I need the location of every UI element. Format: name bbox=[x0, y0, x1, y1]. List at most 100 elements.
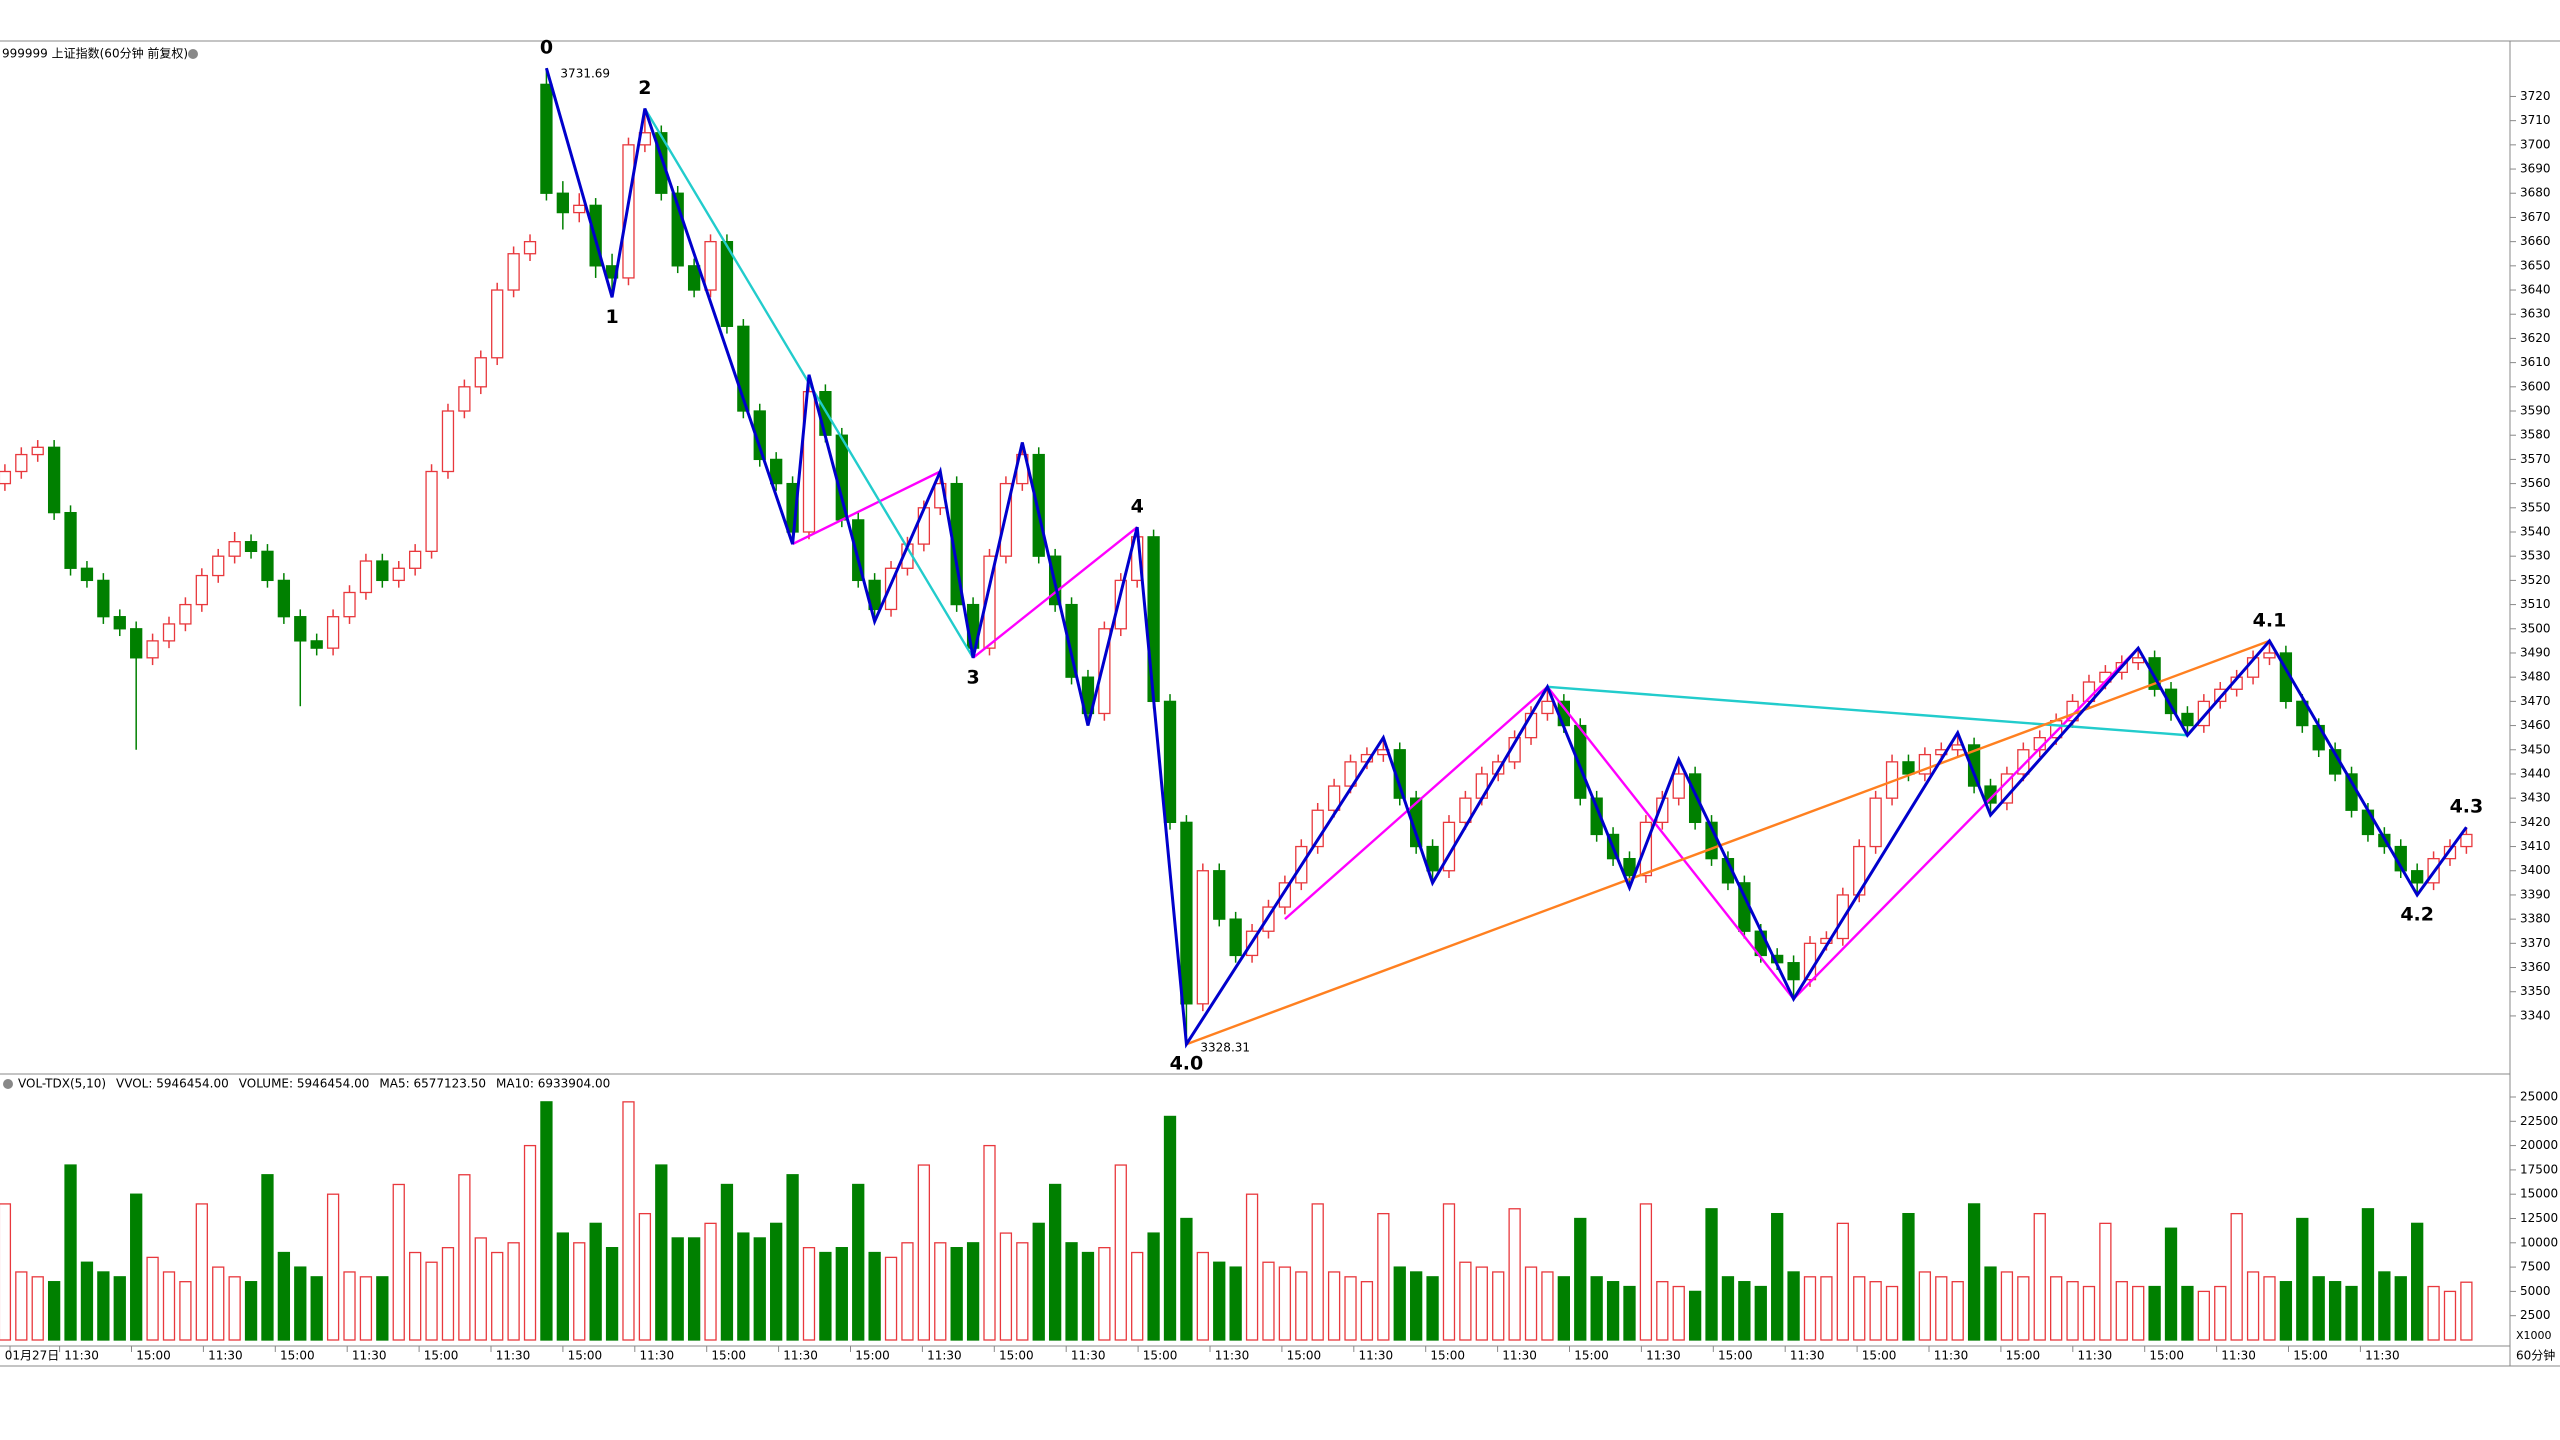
title-icon[interactable] bbox=[188, 49, 198, 59]
candle-body bbox=[704, 240, 717, 291]
candle-body bbox=[1065, 603, 1078, 678]
y-tick-label: 3570 bbox=[2520, 452, 2551, 466]
volume-tick-label: 17500 bbox=[2520, 1162, 2558, 1176]
volume-bar bbox=[31, 1276, 44, 1341]
volume-bar bbox=[753, 1237, 766, 1341]
volume-bar bbox=[1459, 1261, 1472, 1341]
candle-body bbox=[458, 386, 471, 412]
volume-bar bbox=[655, 1164, 668, 1341]
volume-bar bbox=[97, 1271, 110, 1341]
volume-bar bbox=[2378, 1271, 2391, 1341]
volume-bar bbox=[1606, 1281, 1620, 1341]
volume-bar bbox=[1951, 1281, 1964, 1341]
x-tick-label: 11:30 bbox=[1646, 1349, 1681, 1363]
trend-line bbox=[1186, 639, 2270, 1046]
x-tick-label: 15:00 bbox=[999, 1349, 1034, 1363]
volume-bar bbox=[64, 1164, 77, 1341]
volume-bar bbox=[622, 1101, 635, 1341]
volume-bar bbox=[261, 1174, 274, 1341]
x-tick-label: 11:30 bbox=[2365, 1349, 2400, 1363]
volume-bar bbox=[605, 1247, 619, 1341]
y-tick-label: 3690 bbox=[2520, 162, 2551, 176]
y-tick-label: 3400 bbox=[2520, 863, 2551, 877]
volume-bar bbox=[1098, 1247, 1111, 1341]
volume-bar bbox=[638, 1212, 652, 1341]
volume-tick-label: 15000 bbox=[2520, 1187, 2558, 1201]
volume-bar bbox=[359, 1276, 373, 1341]
candle-body bbox=[0, 470, 12, 485]
volume-bar bbox=[1016, 1242, 1029, 1341]
volume-bar bbox=[687, 1237, 701, 1341]
volume-bar bbox=[1360, 1281, 1374, 1341]
trend-line bbox=[643, 107, 2188, 737]
x-tick-label: 11:30 bbox=[2078, 1349, 2113, 1363]
x-tick-label: 11:30 bbox=[352, 1349, 387, 1363]
candle-body bbox=[162, 623, 176, 642]
volume-bar bbox=[2115, 1281, 2128, 1341]
volume-bar bbox=[491, 1251, 504, 1341]
volume-bar bbox=[376, 1276, 389, 1341]
candle-body bbox=[326, 616, 340, 649]
x-tick-label: 15:00 bbox=[711, 1349, 746, 1363]
candle-body bbox=[1787, 962, 1800, 981]
candle-body bbox=[1196, 870, 1209, 1005]
y-tick-label: 3390 bbox=[2520, 887, 2551, 901]
volume-bar bbox=[1262, 1261, 1275, 1341]
y-tick-label: 3350 bbox=[2520, 984, 2551, 998]
volume-bar bbox=[228, 1276, 241, 1341]
y-tick-label: 3500 bbox=[2520, 621, 2551, 635]
volume-bar bbox=[1787, 1271, 1800, 1341]
volume-bar bbox=[1771, 1212, 1784, 1341]
volume-bar bbox=[1557, 1276, 1570, 1341]
volume-bar bbox=[2312, 1276, 2325, 1341]
volume-bar bbox=[1672, 1285, 1685, 1341]
candle-body bbox=[1590, 797, 1603, 836]
volume-bar bbox=[2099, 1222, 2112, 1341]
volume-bar bbox=[1656, 1281, 1669, 1341]
volume-bar bbox=[425, 1261, 438, 1341]
volume-bar bbox=[802, 1247, 816, 1341]
volume-bar bbox=[917, 1164, 931, 1341]
candle-body bbox=[884, 567, 898, 611]
candle-body bbox=[1180, 821, 1193, 1005]
volume-bar bbox=[1902, 1212, 1915, 1341]
volume-bar bbox=[1492, 1271, 1505, 1341]
candle-body bbox=[983, 555, 996, 649]
candle-body bbox=[770, 458, 783, 485]
volume-bar bbox=[244, 1281, 258, 1341]
x-tick-label: 15:00 bbox=[280, 1349, 315, 1363]
candle-body bbox=[2148, 657, 2161, 690]
volume-bar bbox=[523, 1144, 537, 1341]
volume-bar bbox=[507, 1242, 520, 1341]
volume-bar bbox=[1065, 1242, 1078, 1341]
volume-bar bbox=[786, 1174, 799, 1341]
volume-bar bbox=[1639, 1203, 1653, 1341]
candle-body bbox=[277, 579, 291, 618]
candle-body bbox=[2017, 749, 2030, 775]
volume-bar bbox=[2181, 1285, 2194, 1341]
candle-body bbox=[2296, 700, 2309, 727]
wave-label: 4.2 bbox=[2400, 903, 2434, 925]
volume-bar bbox=[1935, 1276, 1948, 1341]
x-tick-label: 11:30 bbox=[2221, 1349, 2256, 1363]
wave-zigzag bbox=[544, 67, 2468, 1049]
candle-body bbox=[97, 579, 110, 618]
y-tick-label: 3540 bbox=[2520, 524, 2551, 538]
volume-bar bbox=[2263, 1276, 2276, 1341]
candle-body bbox=[1311, 809, 1324, 848]
candle-body bbox=[523, 240, 537, 255]
y-tick-label: 3670 bbox=[2520, 210, 2551, 224]
y-tick-label: 3370 bbox=[2520, 936, 2551, 950]
y-tick-label: 3720 bbox=[2520, 89, 2551, 103]
volume-bar bbox=[392, 1183, 405, 1341]
volume-icon[interactable] bbox=[3, 1079, 13, 1089]
wave-label: 4 bbox=[1131, 496, 1144, 518]
volume-bar bbox=[1163, 1115, 1177, 1341]
x-tick-label: 15:00 bbox=[2149, 1349, 2184, 1363]
candle-body bbox=[1688, 773, 1702, 824]
candle-body bbox=[2197, 700, 2210, 727]
y-tick-label: 3560 bbox=[2520, 476, 2551, 490]
y-tick-label: 3650 bbox=[2520, 258, 2551, 272]
x-tick-label: 15:00 bbox=[1862, 1349, 1897, 1363]
volume-bar bbox=[2148, 1285, 2161, 1341]
